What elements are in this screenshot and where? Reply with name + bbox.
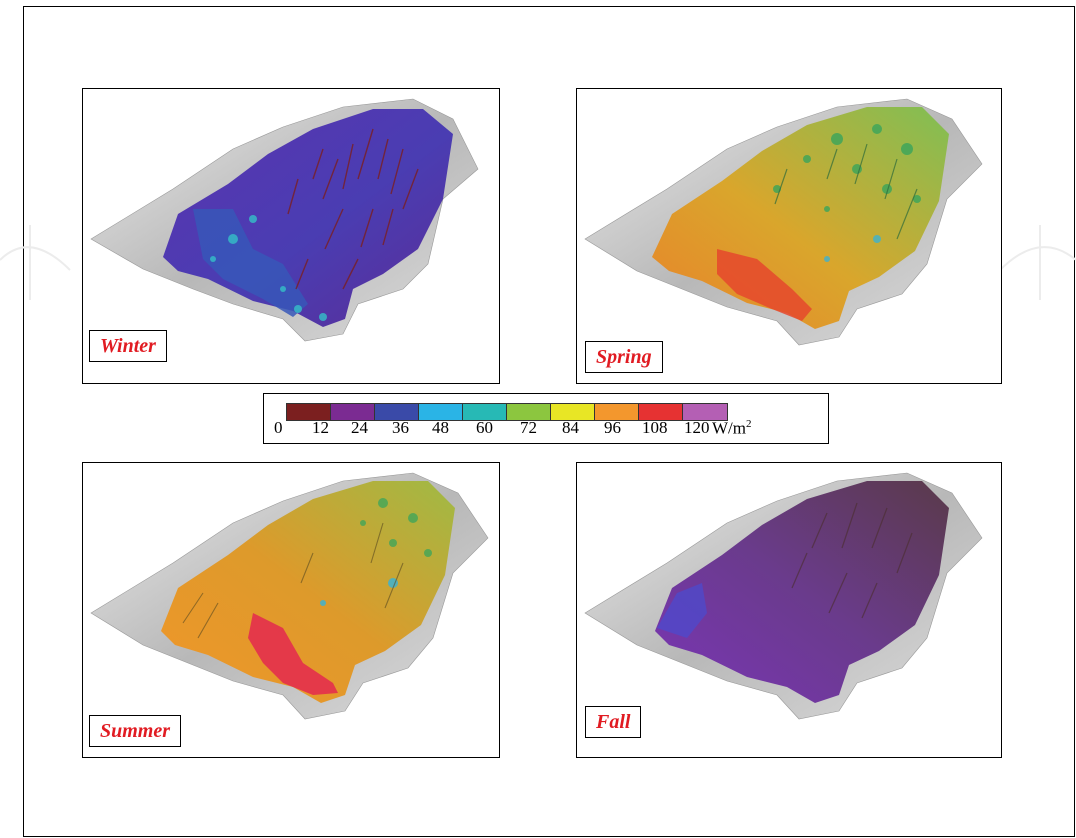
legend-swatch (595, 404, 639, 420)
color-legend: W/m2 0 12 24 36 48 60 72 84 96 108 120 (263, 393, 829, 444)
legend-tick-label: 0 (274, 418, 283, 437)
legend-swatch (639, 404, 683, 420)
legend-tick-label: 60 (476, 418, 493, 437)
legend-unit: W/m2 (712, 418, 752, 438)
legend-tick-label: 96 (604, 418, 621, 437)
fall-label: Fall (585, 706, 642, 738)
legend-swatch (331, 404, 375, 420)
summer-label: Summer (89, 715, 182, 747)
legend-swatch (551, 404, 595, 420)
summer-terrain-map (90, 472, 489, 720)
legend-swatch (375, 404, 419, 420)
legend-tick-label: 24 (351, 418, 368, 437)
legend-tick-label: 36 (392, 418, 409, 437)
spring-map-panel: Spring (576, 88, 1002, 384)
legend-swatch (463, 404, 507, 420)
legend-swatches (286, 403, 728, 421)
legend-swatch (419, 404, 463, 420)
spring-terrain-map (584, 98, 983, 346)
legend-swatch (507, 404, 551, 420)
legend-swatch (287, 404, 331, 420)
winter-map-panel: Winter (82, 88, 500, 384)
summer-map-panel: Summer (82, 462, 500, 758)
winter-label: Winter (89, 330, 167, 362)
spring-label: Spring (585, 341, 663, 373)
legend-tick-label: 48 (432, 418, 449, 437)
legend-tick-label: 72 (520, 418, 537, 437)
legend-swatch (683, 404, 727, 420)
fall-map-panel: Fall (576, 462, 1002, 758)
legend-tick-label: 84 (562, 418, 579, 437)
fall-terrain-map (584, 472, 983, 720)
legend-tick-label: 108 (642, 418, 668, 437)
legend-tick-label: 120 (684, 418, 710, 437)
winter-terrain-map (90, 98, 479, 342)
legend-tick-label: 12 (312, 418, 329, 437)
